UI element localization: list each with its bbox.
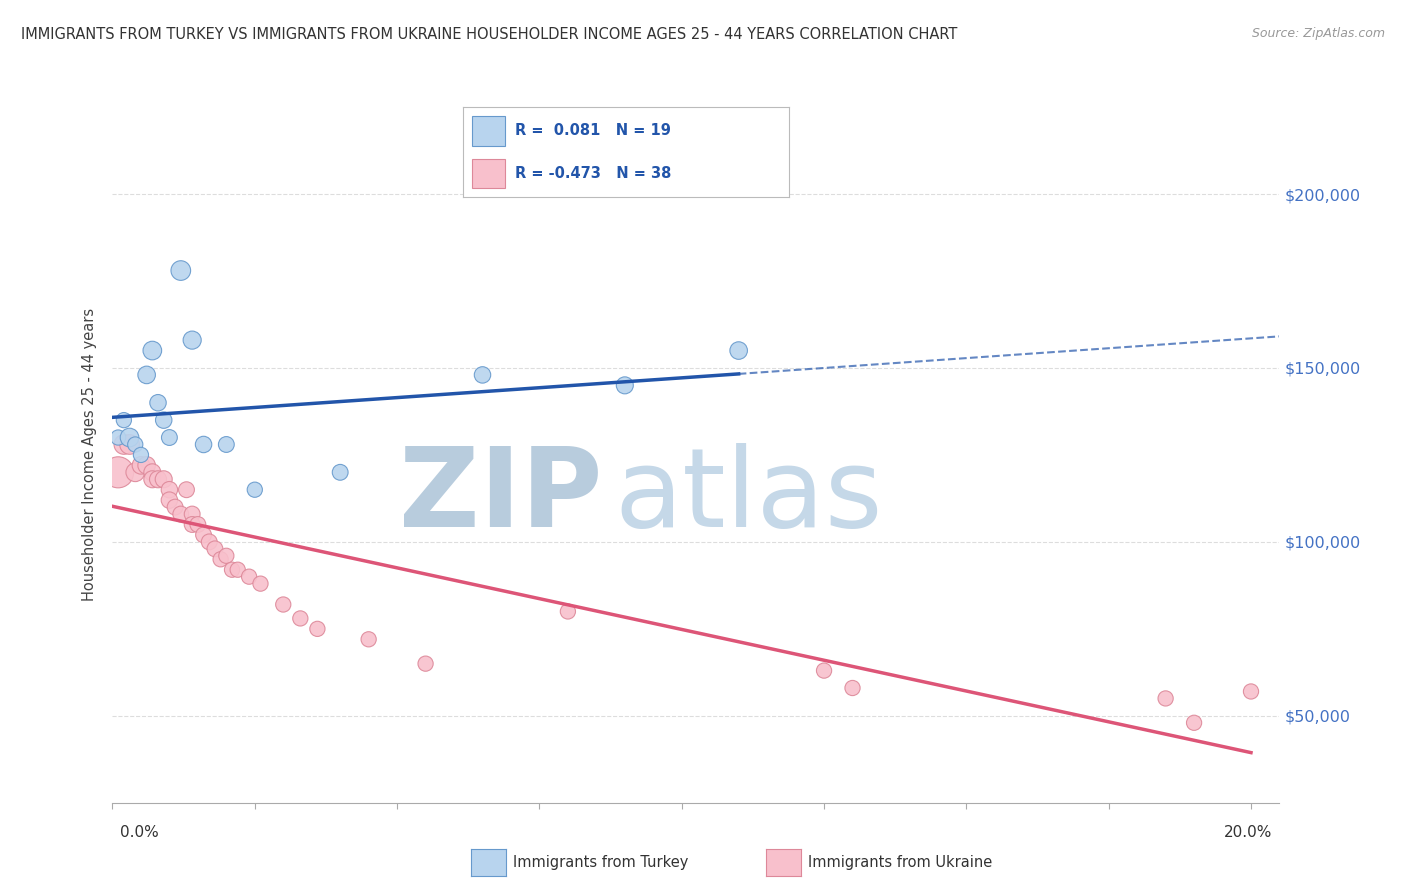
- Point: [557, 605, 579, 619]
- Point: [157, 493, 180, 508]
- Point: [215, 437, 238, 451]
- Point: [124, 437, 146, 451]
- Point: [209, 552, 232, 566]
- Text: Immigrants from Turkey: Immigrants from Turkey: [513, 855, 689, 870]
- Point: [124, 466, 146, 480]
- Point: [613, 378, 636, 392]
- Point: [357, 632, 380, 647]
- Point: [1240, 684, 1263, 698]
- Point: [471, 368, 494, 382]
- Point: [135, 368, 157, 382]
- Point: [181, 507, 204, 521]
- Text: Immigrants from Ukraine: Immigrants from Ukraine: [808, 855, 993, 870]
- Point: [813, 664, 835, 678]
- Point: [204, 541, 226, 556]
- Point: [112, 413, 135, 427]
- Point: [290, 611, 312, 625]
- Point: [226, 563, 249, 577]
- Point: [221, 563, 243, 577]
- Point: [129, 458, 152, 473]
- Point: [249, 576, 271, 591]
- Text: ZIP: ZIP: [399, 443, 603, 550]
- Point: [238, 570, 260, 584]
- Point: [1182, 715, 1205, 730]
- Point: [129, 448, 152, 462]
- Point: [165, 500, 187, 514]
- Point: [141, 472, 163, 486]
- Point: [146, 472, 169, 486]
- Text: 0.0%: 0.0%: [120, 825, 159, 840]
- Text: IMMIGRANTS FROM TURKEY VS IMMIGRANTS FROM UKRAINE HOUSEHOLDER INCOME AGES 25 - 4: IMMIGRANTS FROM TURKEY VS IMMIGRANTS FRO…: [21, 27, 957, 42]
- Point: [152, 472, 174, 486]
- Point: [198, 534, 221, 549]
- Point: [727, 343, 749, 358]
- Point: [271, 598, 294, 612]
- Point: [181, 333, 204, 347]
- Point: [157, 483, 180, 497]
- Point: [107, 430, 129, 444]
- Point: [243, 483, 266, 497]
- Point: [146, 395, 169, 409]
- Point: [193, 528, 215, 542]
- Text: 20.0%: 20.0%: [1225, 825, 1272, 840]
- Point: [152, 413, 174, 427]
- Point: [187, 517, 209, 532]
- Point: [107, 466, 129, 480]
- Point: [307, 622, 329, 636]
- Point: [415, 657, 437, 671]
- Point: [170, 507, 193, 521]
- Point: [181, 517, 204, 532]
- Point: [118, 430, 141, 444]
- Point: [176, 483, 198, 497]
- Point: [135, 458, 157, 473]
- Point: [118, 437, 141, 451]
- Point: [193, 437, 215, 451]
- Text: atlas: atlas: [614, 443, 883, 550]
- Point: [841, 681, 863, 695]
- Point: [215, 549, 238, 563]
- Point: [170, 263, 193, 277]
- Point: [1154, 691, 1177, 706]
- Point: [112, 437, 135, 451]
- Point: [329, 466, 352, 480]
- Text: Source: ZipAtlas.com: Source: ZipAtlas.com: [1251, 27, 1385, 40]
- Y-axis label: Householder Income Ages 25 - 44 years: Householder Income Ages 25 - 44 years: [82, 309, 97, 601]
- Point: [157, 430, 180, 444]
- Point: [141, 466, 163, 480]
- Point: [141, 343, 163, 358]
